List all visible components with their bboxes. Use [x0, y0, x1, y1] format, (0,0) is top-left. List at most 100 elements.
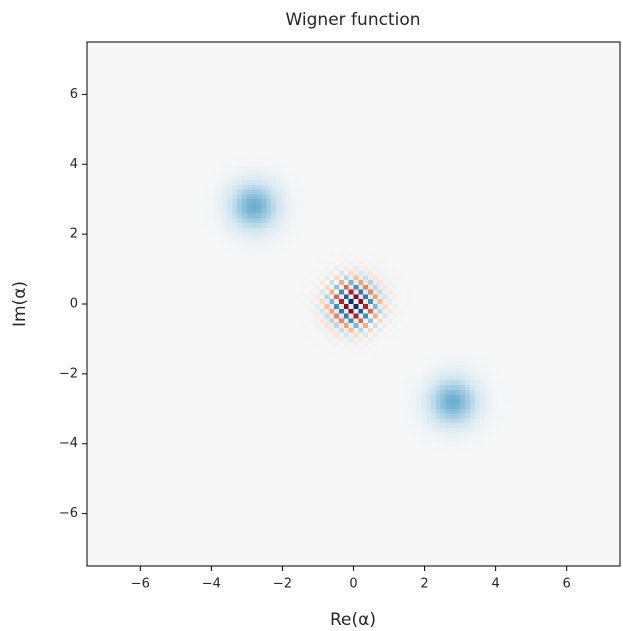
- heat-cell: [179, 218, 185, 224]
- heat-cell: [285, 246, 292, 253]
- heat-cell: [600, 84, 607, 91]
- heat-cell: [523, 142, 529, 148]
- heat-cell: [571, 246, 577, 253]
- heat-cell: [513, 137, 519, 143]
- heat-cell: [590, 194, 597, 200]
- heat-cell: [503, 132, 510, 138]
- heat-cell: [271, 246, 277, 253]
- heat-cell: [368, 184, 374, 191]
- heat-cell: [96, 199, 103, 205]
- heat-cell: [416, 161, 422, 167]
- heat-cell: [595, 237, 602, 243]
- heat-cell: [343, 84, 350, 91]
- heat-cell: [261, 142, 267, 148]
- heat-cell: [130, 84, 137, 91]
- heat-cell: [164, 80, 170, 86]
- heat-cell: [140, 75, 146, 81]
- heat-cell: [542, 142, 548, 148]
- heat-cell: [440, 151, 447, 157]
- heat-cell: [251, 65, 258, 72]
- heat-cell: [290, 189, 296, 196]
- heat-cell: [305, 194, 311, 200]
- heat-cell: [266, 51, 272, 57]
- heat-cell: [372, 251, 379, 257]
- heat-cell: [179, 137, 185, 143]
- heat-cell: [581, 246, 587, 253]
- heat-cell: [542, 246, 548, 253]
- heat-cell: [474, 127, 481, 134]
- heat-cell: [450, 242, 456, 248]
- heat-cell: [285, 46, 292, 53]
- heat-cell: [348, 208, 355, 215]
- heat-cell: [96, 213, 103, 219]
- heat-cell: [557, 94, 563, 100]
- heat-cell: [154, 184, 161, 191]
- heat-cell: [392, 61, 398, 67]
- heat-cell: [300, 246, 306, 253]
- heat-cell: [145, 213, 151, 219]
- heat-cell: [426, 246, 432, 253]
- heat-cell: [552, 246, 558, 253]
- heat-cell: [271, 103, 277, 110]
- heat-cell: [212, 189, 219, 196]
- heat-cell: [106, 94, 112, 100]
- heat-cell: [518, 184, 524, 191]
- heat-cell: [571, 213, 577, 219]
- heat-cell: [561, 61, 568, 67]
- heat-cell: [353, 184, 359, 191]
- heat-cell: [615, 127, 621, 134]
- heat-cell: [440, 223, 447, 229]
- heat-cell: [300, 237, 306, 243]
- heat-cell: [527, 61, 534, 67]
- heat-cell: [421, 203, 427, 210]
- heat-cell: [537, 94, 544, 100]
- heat-cell: [460, 122, 466, 129]
- heat-cell: [494, 246, 500, 253]
- heat-cell: [460, 184, 466, 191]
- heat-cell: [324, 80, 330, 86]
- heat-cell: [116, 70, 122, 76]
- heat-cell: [174, 75, 180, 81]
- heat-cell: [431, 184, 437, 191]
- heat-cell: [586, 165, 592, 172]
- heat-cell: [106, 161, 112, 167]
- heat-cell: [610, 189, 616, 196]
- heat-cell: [275, 175, 282, 181]
- heat-cell: [484, 99, 490, 105]
- heat-cell: [280, 80, 287, 86]
- heat-cell: [474, 161, 481, 167]
- heat-cell: [615, 108, 621, 115]
- heat-cell: [445, 70, 452, 76]
- heat-cell: [537, 56, 544, 62]
- heat-cell: [469, 146, 476, 153]
- heat-cell: [324, 199, 330, 205]
- heat-cell: [377, 61, 384, 67]
- heat-cell: [271, 142, 277, 148]
- heat-cell: [464, 242, 471, 248]
- heat-cell: [421, 223, 427, 229]
- heat-cell: [489, 165, 495, 172]
- heat-cell: [382, 146, 389, 153]
- heat-cell: [532, 170, 539, 176]
- heat-cell: [338, 103, 345, 110]
- heat-cell: [120, 170, 127, 176]
- heat-cell: [353, 199, 359, 205]
- heat-cell: [222, 223, 229, 229]
- heat-cell: [431, 203, 437, 210]
- heat-cell: [406, 103, 413, 110]
- heat-cell: [605, 165, 611, 172]
- heat-cell: [203, 84, 209, 91]
- heat-cell: [600, 80, 607, 86]
- heat-cell: [353, 113, 359, 119]
- heat-cell: [237, 256, 243, 262]
- heat-cell: [251, 161, 258, 167]
- heat-cell: [464, 161, 471, 167]
- heat-cell: [576, 194, 582, 200]
- heat-cell: [271, 127, 277, 134]
- heat-cell: [111, 80, 117, 86]
- heat-cell: [91, 99, 98, 105]
- heat-cell: [377, 208, 384, 215]
- heat-cell: [382, 65, 389, 72]
- heat-cell: [450, 227, 456, 234]
- heat-cell: [464, 180, 471, 186]
